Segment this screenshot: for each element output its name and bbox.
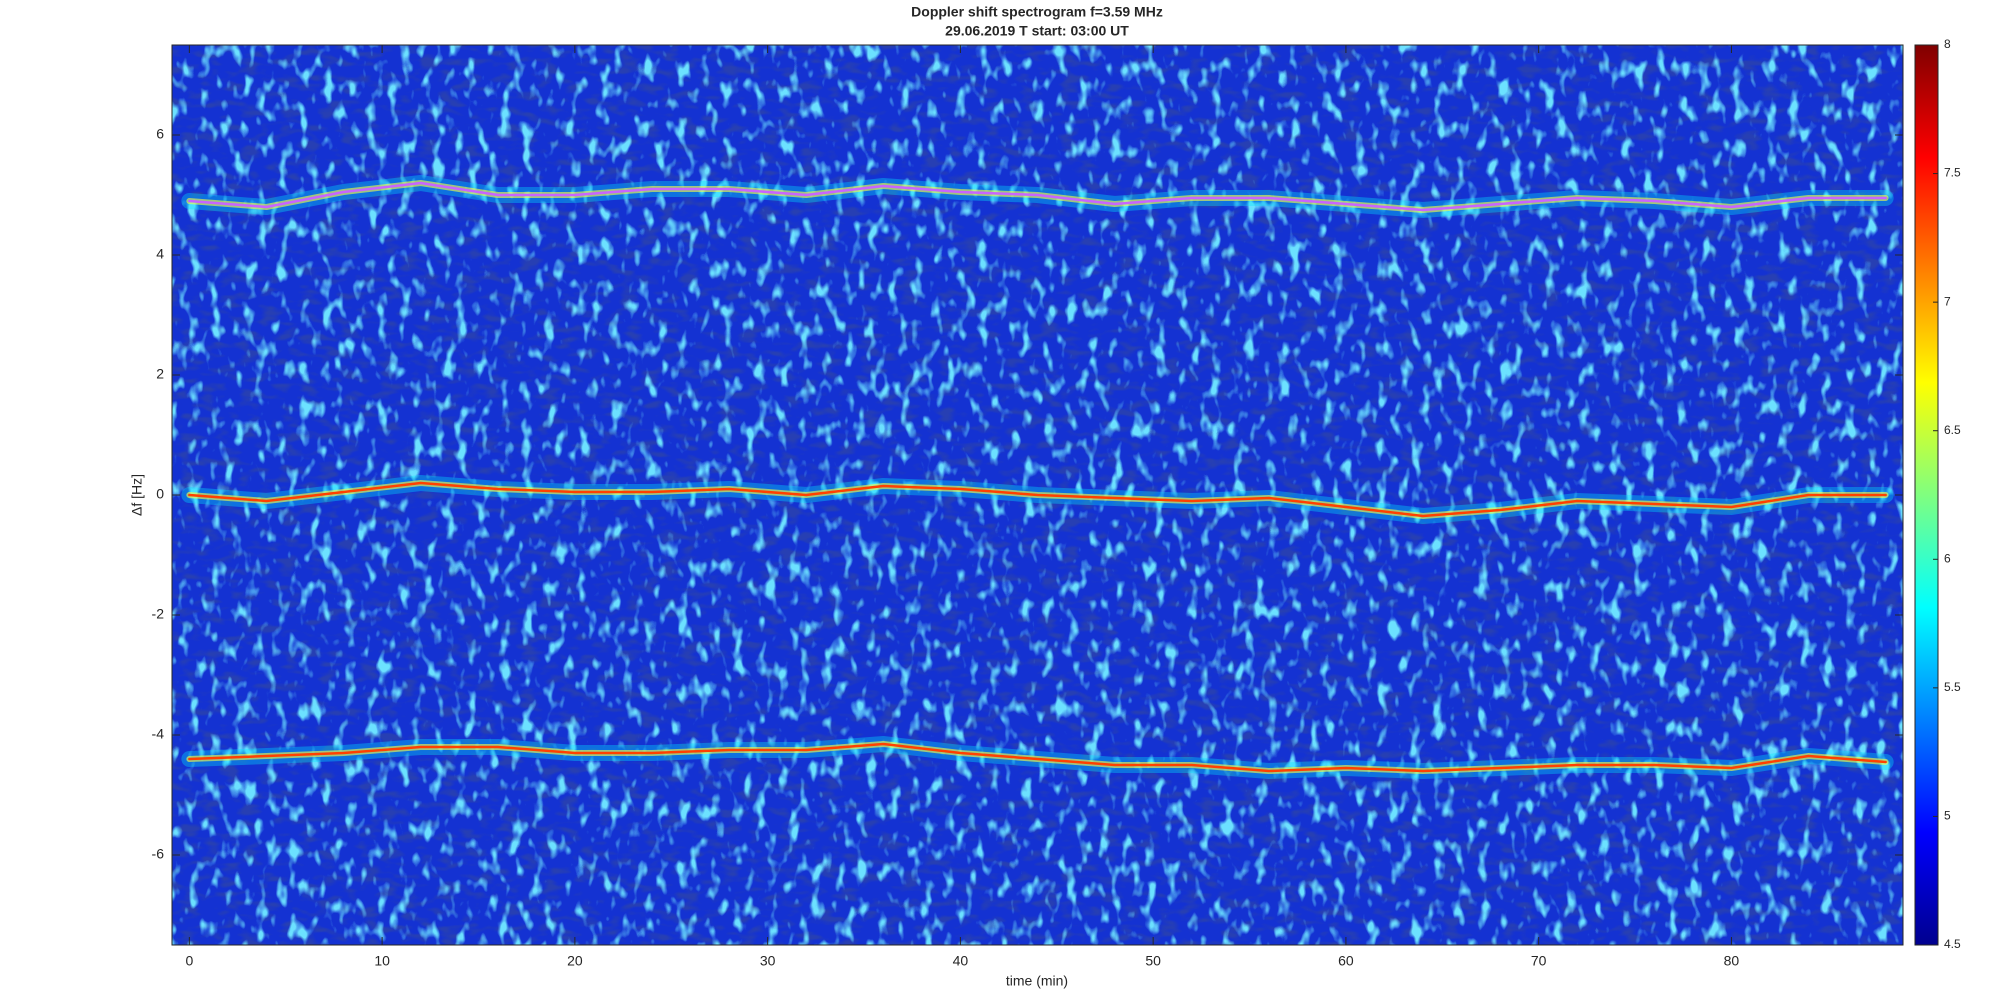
colorbar-tick-label: 6.5 xyxy=(1944,423,1961,437)
colorbar-tick-label: 7 xyxy=(1944,294,1951,308)
y-tick-label: -4 xyxy=(152,726,165,742)
x-tick-label: 30 xyxy=(760,953,776,969)
y-tick-label: 2 xyxy=(156,366,164,382)
y-tick-label: 4 xyxy=(156,246,164,262)
y-tick-label: 0 xyxy=(156,486,164,502)
colorbar-tick-label: 7.5 xyxy=(1944,166,1961,180)
colorbar-tick-label: 5.5 xyxy=(1944,680,1961,694)
x-tick-label: 60 xyxy=(1338,953,1354,969)
y-tick-label: 6 xyxy=(156,126,164,142)
chart-title: Doppler shift spectrogram f=3.59 MHz xyxy=(911,4,1163,20)
colorbar-tick-label: 5 xyxy=(1944,809,1951,823)
colorbar-tick-label: 4.5 xyxy=(1944,937,1961,951)
x-tick-label: 40 xyxy=(953,953,969,969)
chart-subtitle: 29.06.2019 T start: 03:00 UT xyxy=(945,23,1129,39)
colorbar xyxy=(1914,44,1939,946)
trace xyxy=(188,481,1887,518)
y-tick-label: -2 xyxy=(152,606,165,622)
colorbar-tick-label: 6 xyxy=(1944,551,1951,565)
y-axis-label: Δf [Hz] xyxy=(129,474,145,516)
trace xyxy=(188,742,1887,773)
x-tick-label: 10 xyxy=(374,953,390,969)
x-tick-label: 80 xyxy=(1724,953,1740,969)
x-tick-label: 50 xyxy=(1145,953,1161,969)
y-tick-label: -6 xyxy=(152,846,165,862)
x-tick-label: 0 xyxy=(185,953,193,969)
x-tick-label: 70 xyxy=(1531,953,1547,969)
x-tick-label: 20 xyxy=(567,953,583,969)
trace xyxy=(188,181,1887,212)
colorbar-tick-label: 8 xyxy=(1944,37,1951,51)
x-axis-label: time (min) xyxy=(1006,973,1068,989)
